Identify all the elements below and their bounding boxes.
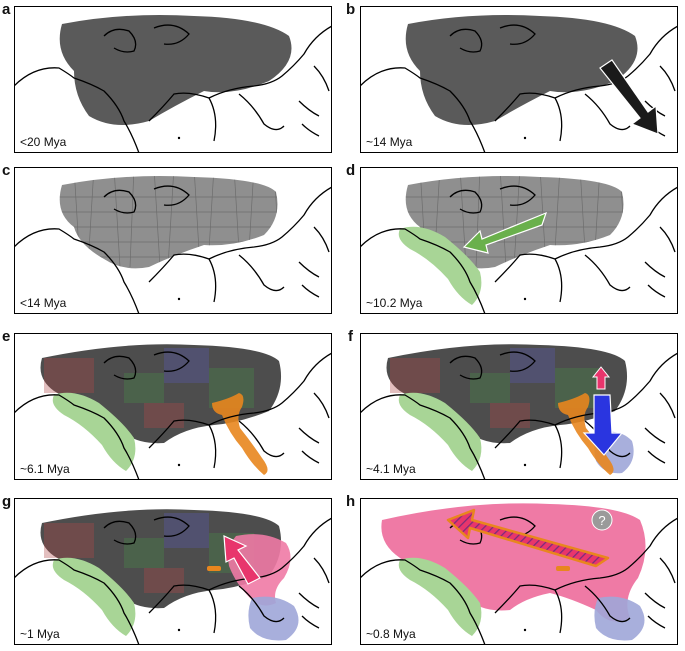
coastline	[360, 351, 678, 480]
blue-range	[594, 596, 645, 641]
panel-letter: c	[2, 162, 11, 179]
coastline	[360, 24, 678, 153]
eurasia-range	[405, 15, 638, 125]
unknown-marker	[591, 509, 613, 531]
map-b	[360, 6, 678, 153]
mosaic-range	[386, 344, 628, 444]
panel-f: f ~4.1 Mya	[348, 329, 678, 480]
mosaic-tints	[44, 513, 254, 593]
coastline	[14, 24, 332, 153]
map-e	[14, 333, 332, 480]
pink-range	[381, 503, 646, 622]
panel-letter: h	[346, 493, 356, 510]
coastline	[360, 516, 678, 645]
mosaic-tints	[44, 348, 254, 428]
panel-c: c <14 Mya	[2, 163, 332, 314]
age-label: ~6.1 Mya	[18, 462, 72, 476]
orange-range	[556, 566, 570, 571]
age-label: ~1 Mya	[18, 627, 62, 641]
panel-d: d ~10.2 Mya	[346, 163, 678, 314]
african-range	[398, 226, 482, 305]
panel-letter: b	[346, 1, 356, 18]
orange-range	[212, 393, 268, 475]
dispersal-arrow-black	[599, 59, 659, 135]
panel-b: b ~14 Mya	[346, 2, 678, 153]
age-label: ~10.2 Mya	[364, 296, 425, 310]
african-range	[52, 557, 136, 636]
map-h: ?	[360, 498, 678, 645]
age-label: ~0.8 Mya	[364, 627, 418, 641]
pink-range	[228, 534, 291, 606]
panel-a: a <20 Mya	[2, 2, 332, 153]
dispersal-arrow-green	[462, 211, 547, 254]
map-c	[14, 167, 332, 314]
dispersal-arrow-blue	[582, 394, 624, 456]
panel-e: e ~6.1 Mya	[2, 329, 332, 480]
panel-letter: a	[2, 1, 11, 18]
eurasia-range	[59, 15, 292, 125]
panel-g: g ~1 Mya	[2, 494, 332, 645]
coastline	[14, 185, 332, 314]
age-label: <14 Mya	[18, 296, 69, 310]
map-a	[14, 6, 332, 153]
mosaic-range	[40, 344, 282, 444]
blue-range	[248, 596, 299, 641]
age-label: <20 Mya	[18, 135, 69, 149]
african-range	[52, 392, 136, 471]
panel-letter: f	[348, 328, 353, 345]
panel-h: ? h ~0.8 Mya	[346, 494, 678, 645]
fragmented-range	[405, 176, 624, 269]
question-mark: ?	[598, 513, 605, 528]
coastline	[360, 185, 678, 314]
map-d	[360, 167, 678, 314]
dispersal-arrow-pink-small	[591, 366, 611, 390]
map-g	[14, 498, 332, 645]
coastline	[14, 351, 332, 480]
panel-letter: d	[346, 162, 356, 179]
age-label: ~14 Mya	[364, 135, 415, 149]
dispersal-arrow-pink	[223, 535, 261, 585]
african-range	[398, 392, 482, 471]
african-range	[398, 557, 482, 636]
panel-letter: g	[2, 493, 12, 510]
orange-range	[207, 566, 221, 571]
fragmented-range	[59, 176, 278, 269]
panel-letter: e	[2, 328, 11, 345]
coastline	[14, 516, 332, 645]
dispersal-arrow-hatched	[446, 508, 610, 568]
age-label: ~4.1 Mya	[364, 462, 418, 476]
mosaic-range	[40, 509, 282, 609]
map-f	[360, 333, 678, 480]
